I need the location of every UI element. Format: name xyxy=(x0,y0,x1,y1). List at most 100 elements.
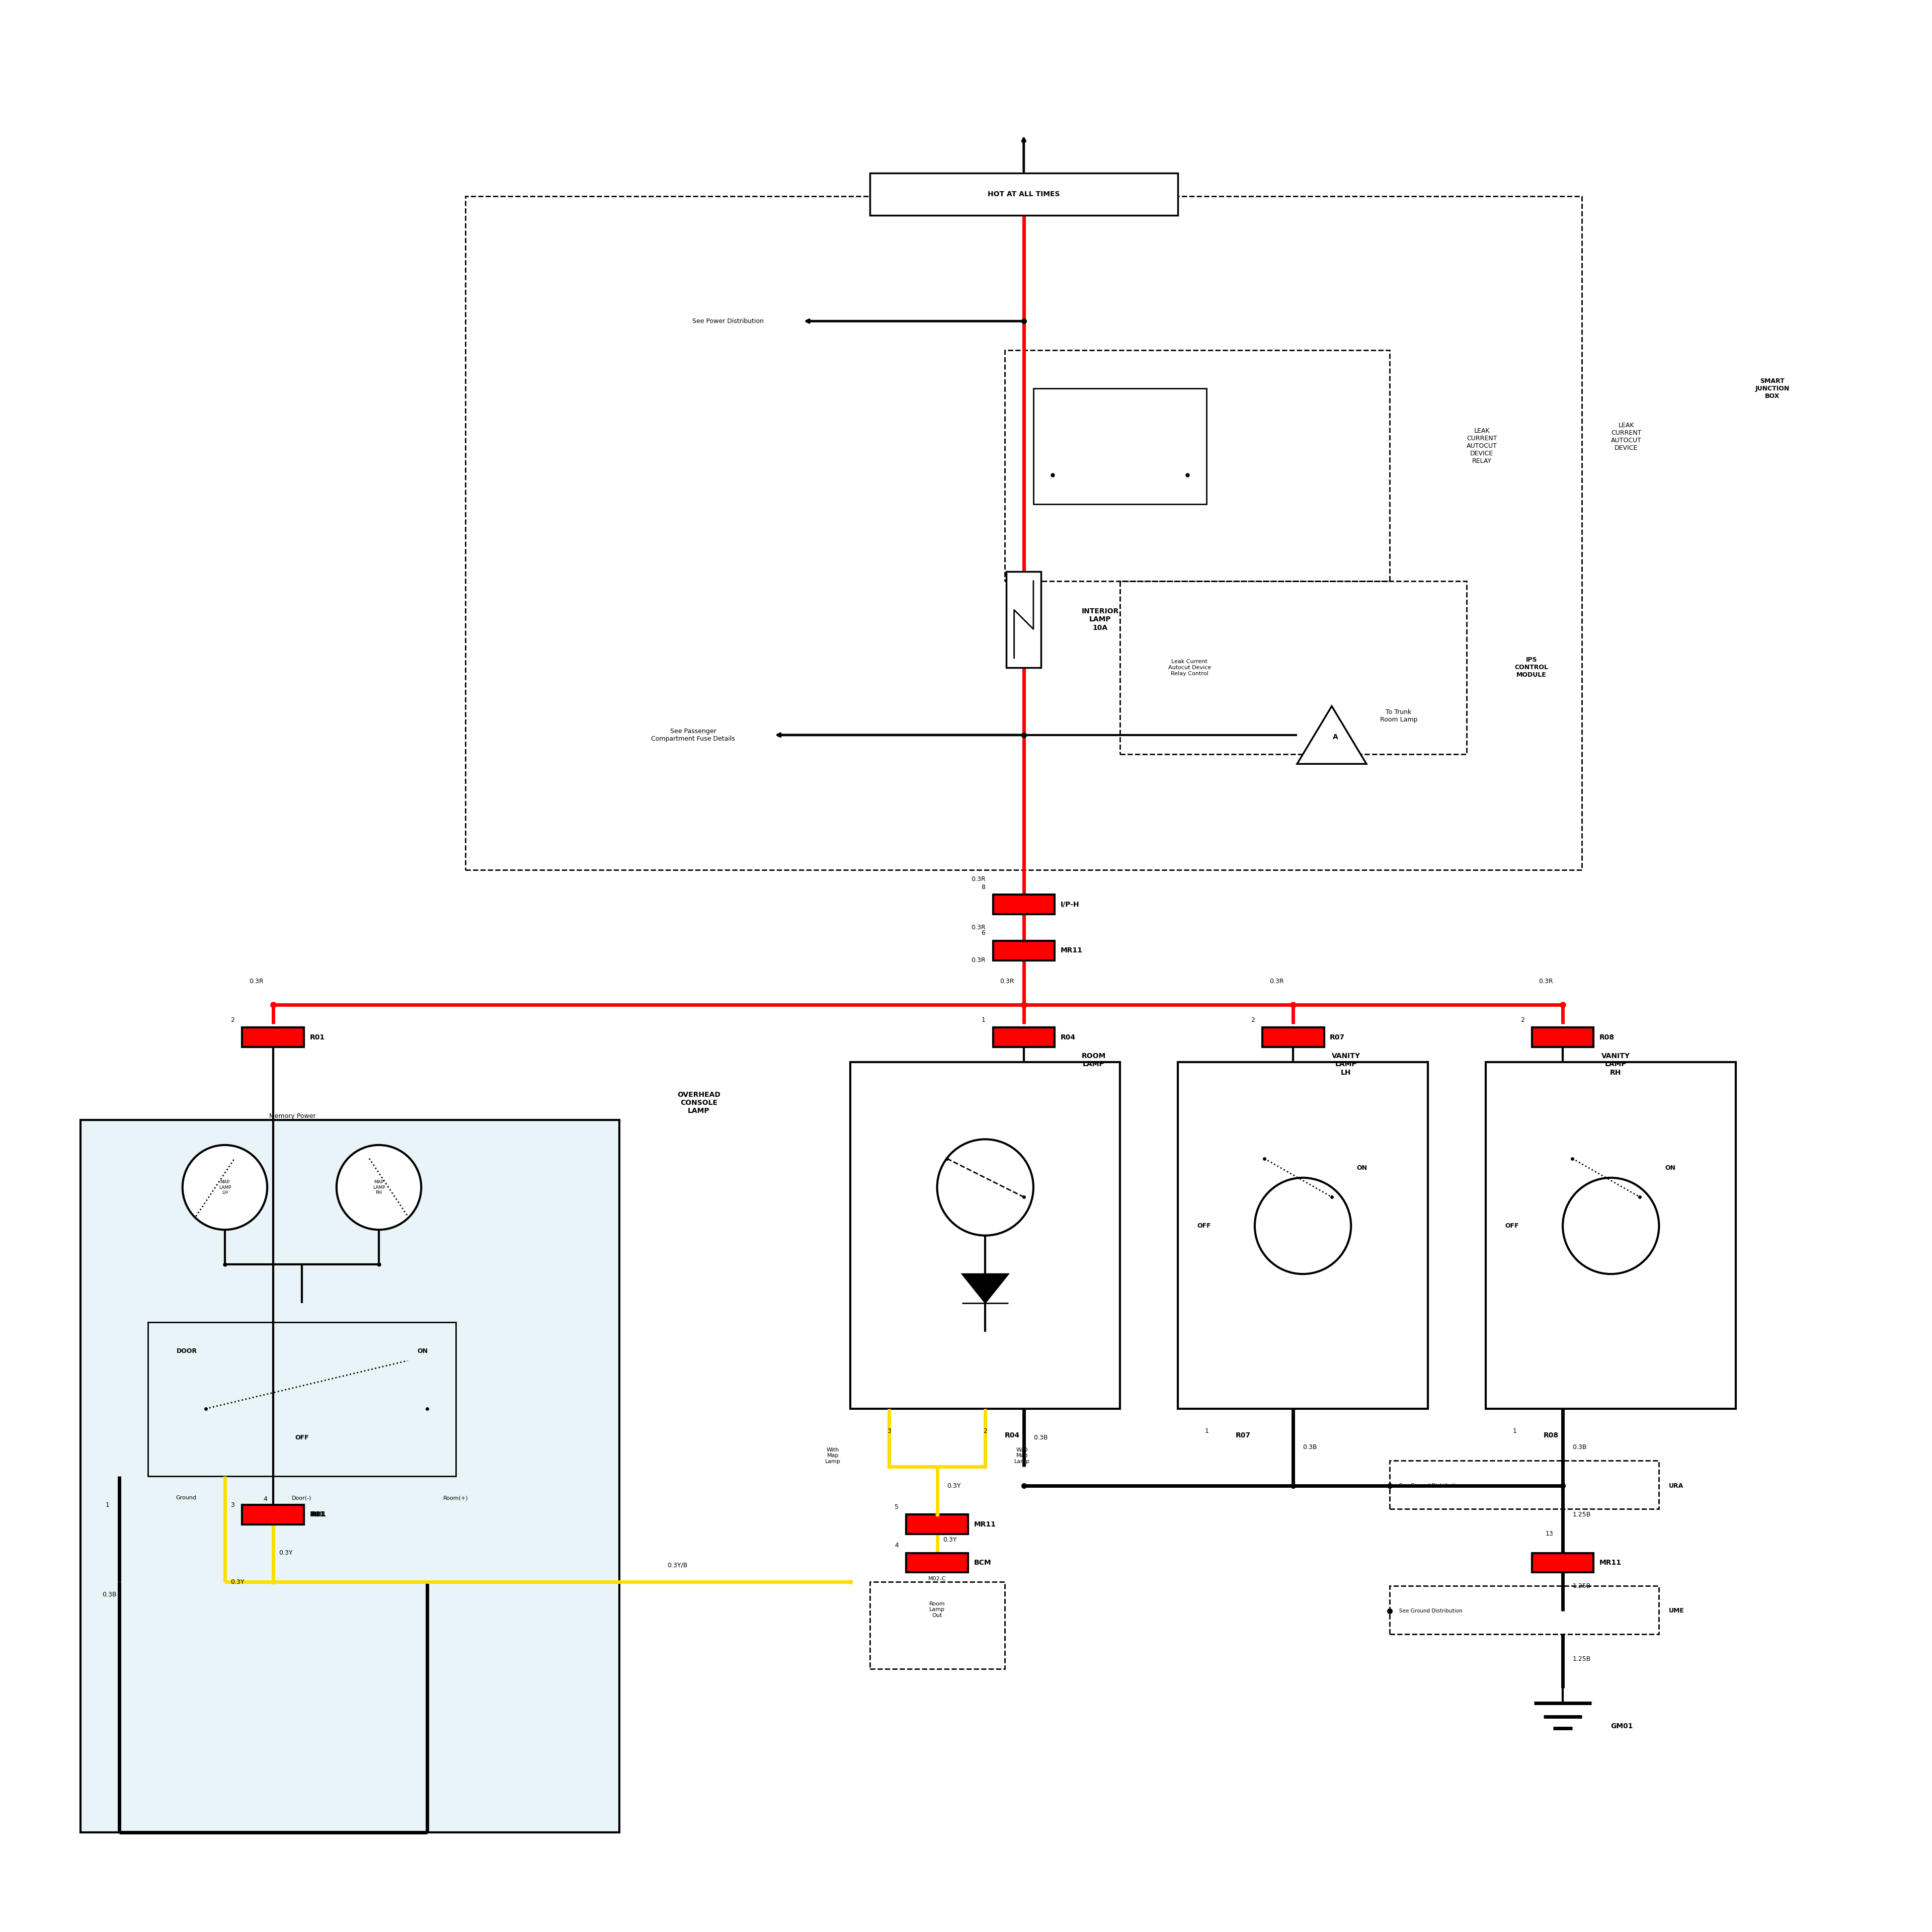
Text: 1.25B: 1.25B xyxy=(1573,1656,1590,1662)
Text: 0.3B: 0.3B xyxy=(102,1592,116,1598)
Bar xyxy=(850,1063,1121,1408)
Bar xyxy=(906,1553,968,1573)
Bar xyxy=(869,172,1179,214)
Bar xyxy=(906,1515,968,1534)
Bar xyxy=(1007,572,1041,668)
Text: BCM: BCM xyxy=(974,1559,991,1567)
Text: See Power Distribution: See Power Distribution xyxy=(692,319,763,325)
Text: URA: URA xyxy=(1669,1482,1683,1490)
Text: R04: R04 xyxy=(1061,1034,1076,1041)
Bar xyxy=(1005,350,1389,582)
Bar xyxy=(1532,1553,1594,1573)
Circle shape xyxy=(937,1140,1034,1235)
Bar xyxy=(1389,1586,1660,1634)
Text: 1: 1 xyxy=(106,1501,110,1509)
Text: DOOR: DOOR xyxy=(176,1349,197,1354)
Text: UME: UME xyxy=(1669,1607,1685,1613)
Text: SMART
JUNCTION
BOX: SMART JUNCTION BOX xyxy=(1756,377,1789,400)
Text: 2: 2 xyxy=(983,1428,987,1435)
Circle shape xyxy=(1563,1179,1660,1273)
Text: OFF: OFF xyxy=(296,1434,309,1441)
Text: 13: 13 xyxy=(1546,1530,1553,1538)
Text: 1: 1 xyxy=(1513,1428,1517,1435)
Text: See Ground Distribution: See Ground Distribution xyxy=(1399,1607,1463,1613)
Bar xyxy=(1532,1028,1594,1047)
Text: R07: R07 xyxy=(1329,1034,1345,1041)
Text: I/P-H: I/P-H xyxy=(1061,900,1080,908)
Text: Ground: Ground xyxy=(176,1495,197,1501)
Text: OFF: OFF xyxy=(1505,1223,1519,1229)
Text: R04: R04 xyxy=(1005,1432,1020,1439)
Bar xyxy=(242,1028,303,1047)
Text: R01: R01 xyxy=(309,1034,325,1041)
Text: 3: 3 xyxy=(887,1428,891,1435)
Text: ON: ON xyxy=(1356,1165,1368,1171)
Text: 0.3Y: 0.3Y xyxy=(943,1536,956,1544)
Text: IPS
CONTROL
MODULE: IPS CONTROL MODULE xyxy=(1515,657,1548,678)
Text: Room(+): Room(+) xyxy=(442,1495,468,1501)
Text: 0.3B: 0.3B xyxy=(1034,1434,1047,1441)
Text: 0.3Y: 0.3Y xyxy=(947,1482,960,1490)
Text: 0.3R: 0.3R xyxy=(972,875,985,883)
Text: 1: 1 xyxy=(981,1016,985,1024)
Text: 3: 3 xyxy=(230,1501,234,1509)
Text: MAP
LAMP
RH: MAP LAMP RH xyxy=(373,1180,384,1194)
Text: With
Map
Lamp: With Map Lamp xyxy=(825,1447,840,1464)
Bar xyxy=(1262,1028,1323,1047)
Bar xyxy=(869,1582,1005,1669)
Text: OVERHEAD
CONSOLE
LAMP: OVERHEAD CONSOLE LAMP xyxy=(678,1092,721,1115)
Text: 2: 2 xyxy=(1520,1016,1524,1024)
Bar xyxy=(1121,582,1466,753)
Text: HOT AT ALL TIMES: HOT AT ALL TIMES xyxy=(987,191,1061,197)
Text: 5: 5 xyxy=(895,1503,898,1511)
Text: R08: R08 xyxy=(1544,1432,1559,1439)
Text: Room
Lamp
Out: Room Lamp Out xyxy=(929,1602,945,1617)
Text: 0.3R: 0.3R xyxy=(972,923,985,931)
Polygon shape xyxy=(962,1273,1009,1302)
Text: 0.3B: 0.3B xyxy=(1573,1443,1586,1451)
Text: 0.3R: 0.3R xyxy=(249,978,263,985)
Text: ON: ON xyxy=(417,1349,427,1354)
Text: MR11: MR11 xyxy=(1061,947,1082,954)
Bar xyxy=(81,1121,620,1832)
Bar xyxy=(1389,1461,1660,1509)
Text: R01: R01 xyxy=(311,1511,327,1519)
Circle shape xyxy=(336,1146,421,1231)
Bar xyxy=(466,195,1582,869)
Bar xyxy=(1486,1063,1737,1408)
Text: W/O
Map
Lamp: W/O Map Lamp xyxy=(1014,1447,1030,1464)
Polygon shape xyxy=(1296,705,1366,763)
Text: VANITY
LAMP
LH: VANITY LAMP LH xyxy=(1331,1053,1360,1076)
Text: MAP
LAMP
LH: MAP LAMP LH xyxy=(218,1180,232,1194)
Text: M02-C: M02-C xyxy=(927,1577,947,1580)
Text: GM01: GM01 xyxy=(1611,1723,1633,1729)
Text: 0.3B: 0.3B xyxy=(1302,1443,1318,1451)
Text: MR11: MR11 xyxy=(1600,1559,1621,1567)
Text: 6: 6 xyxy=(981,929,985,937)
Text: 0.3R: 0.3R xyxy=(1538,978,1553,985)
Text: R08: R08 xyxy=(1600,1034,1615,1041)
Text: 0.3R: 0.3R xyxy=(972,956,985,964)
Bar xyxy=(1034,388,1208,504)
Text: 0.3R: 0.3R xyxy=(1269,978,1283,985)
Text: OFF: OFF xyxy=(1198,1223,1211,1229)
Text: To Trunk
Room Lamp: To Trunk Room Lamp xyxy=(1379,709,1418,723)
Text: VANITY
LAMP
RH: VANITY LAMP RH xyxy=(1602,1053,1631,1076)
Bar xyxy=(993,941,1055,960)
Text: 2: 2 xyxy=(230,1016,234,1024)
Bar xyxy=(993,1028,1055,1047)
Text: 1.25B: 1.25B xyxy=(1573,1511,1590,1519)
Text: 0.3Y/B: 0.3Y/B xyxy=(667,1561,688,1569)
Text: 1.25B: 1.25B xyxy=(1573,1582,1590,1590)
Text: MR11: MR11 xyxy=(974,1520,995,1528)
Text: 8: 8 xyxy=(981,883,985,891)
Circle shape xyxy=(1254,1179,1350,1273)
Text: 0.3R: 0.3R xyxy=(999,978,1014,985)
Bar xyxy=(993,895,1055,914)
Text: See Passenger
Compartment Fuse Details: See Passenger Compartment Fuse Details xyxy=(651,728,734,742)
Text: ON: ON xyxy=(1665,1165,1675,1171)
Text: A: A xyxy=(1333,734,1339,740)
Text: 0.3Y: 0.3Y xyxy=(230,1578,245,1586)
Text: 4: 4 xyxy=(263,1495,267,1503)
Text: Memory Power: Memory Power xyxy=(269,1113,315,1119)
